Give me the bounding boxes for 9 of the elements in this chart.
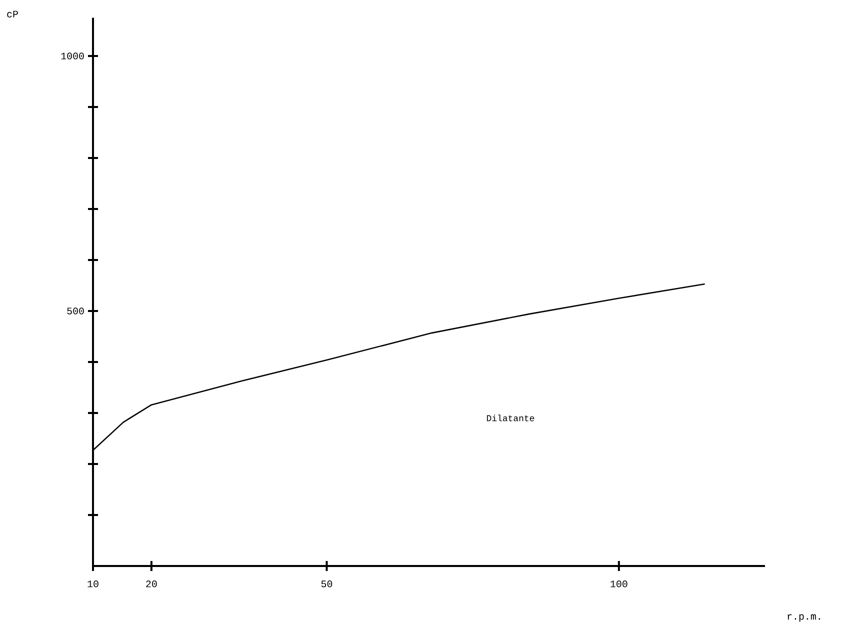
x-tick-label: 20 [146, 580, 157, 588]
y-axis-title: cP [7, 10, 18, 18]
y-tick-label: 1000 [61, 52, 84, 60]
x-axis-title: r.p.m. [788, 614, 820, 622]
x-tick-label: 50 [321, 580, 332, 588]
x-tick-label: 100 [610, 580, 628, 588]
y-tick-label: 500 [67, 308, 84, 314]
x-tick-label: 10 [88, 580, 98, 588]
annotation: Dilatante [486, 414, 534, 422]
